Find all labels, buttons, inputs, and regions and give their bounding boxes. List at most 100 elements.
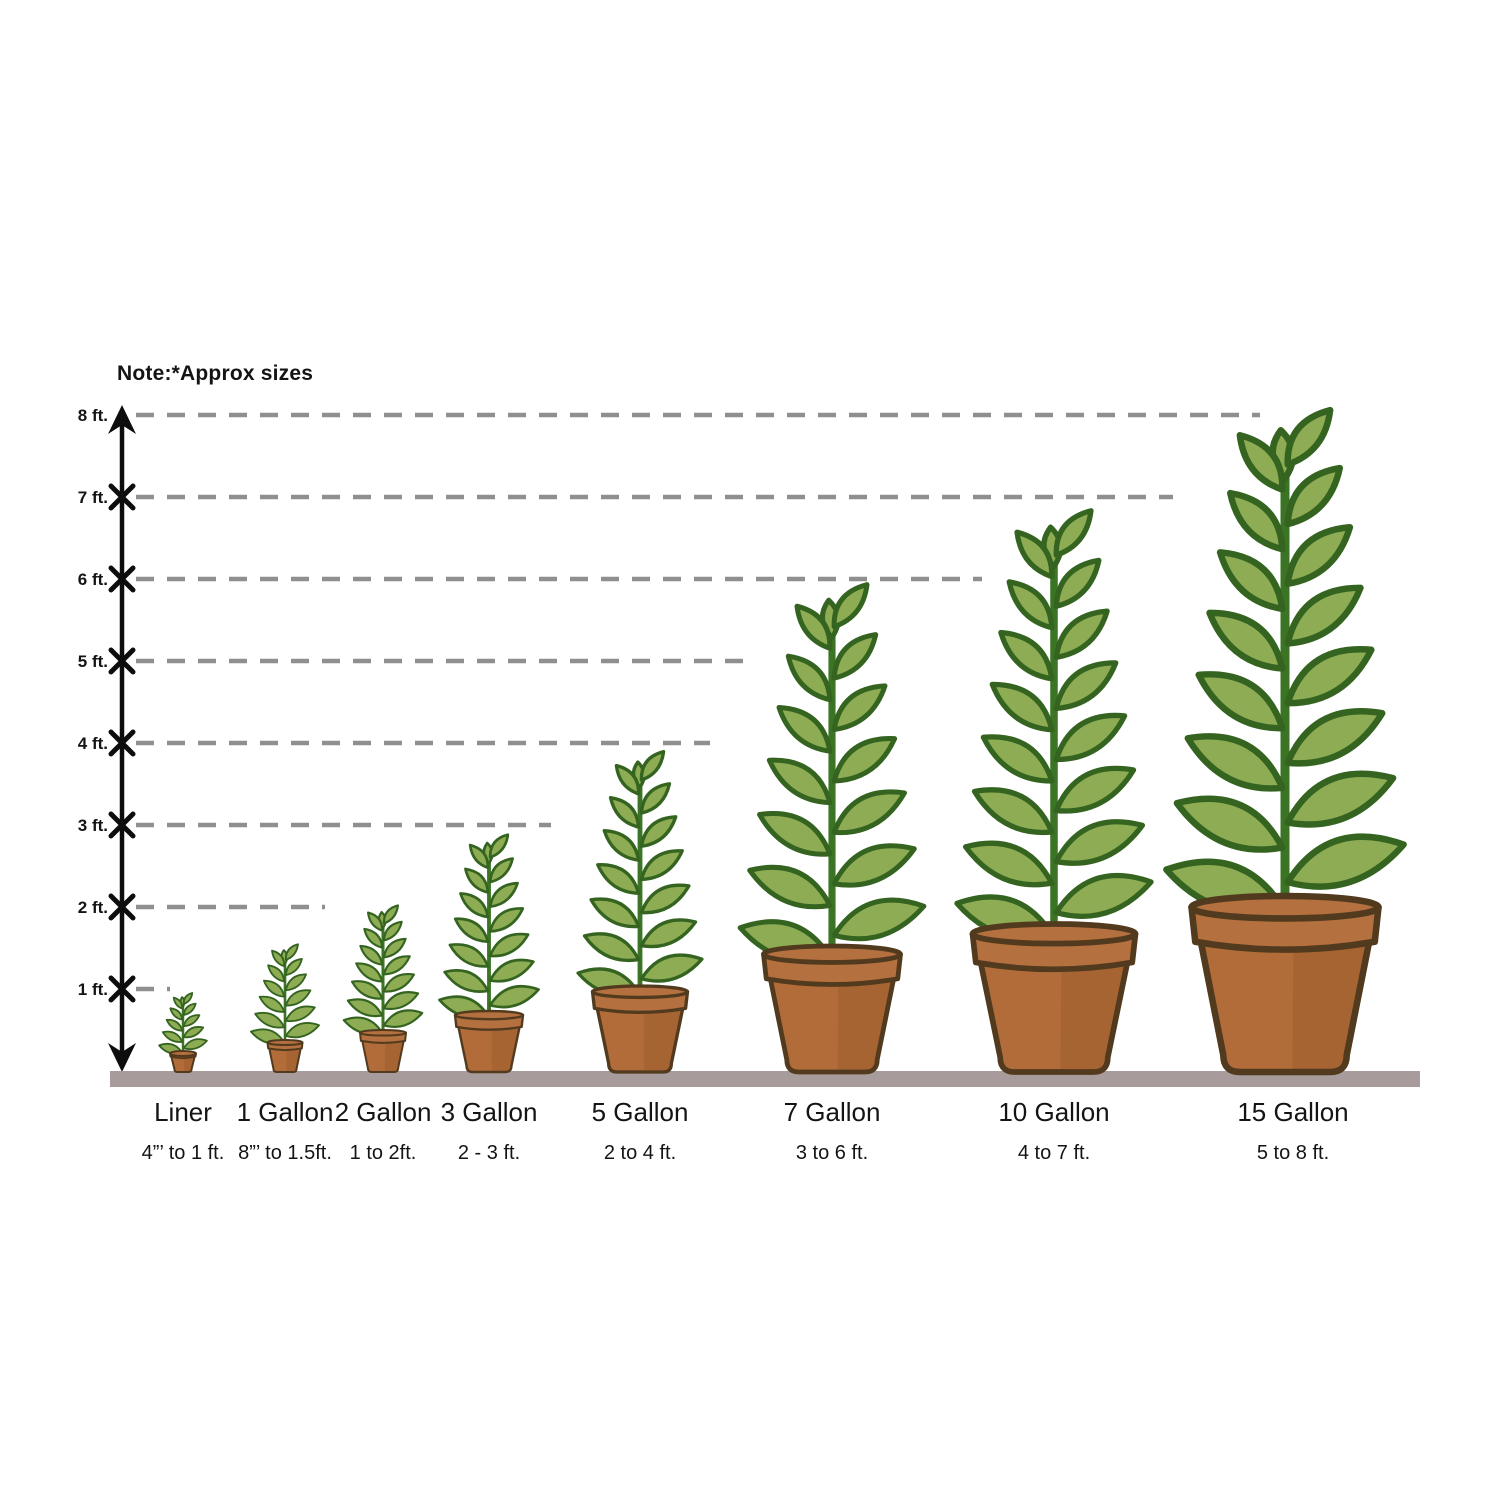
leaf-right	[182, 1026, 205, 1039]
leaf-left	[1195, 671, 1286, 732]
leaf-left	[785, 653, 833, 703]
leaf-left	[172, 996, 184, 1010]
leaf-right	[382, 973, 416, 993]
y-axis-label-6ft: 6 ft.	[78, 570, 108, 589]
size-range-label-15-gallon: 5 to 8 ft.	[1257, 1142, 1329, 1164]
category-label-15-gallon: 15 Gallon	[1237, 1097, 1348, 1127]
pot-body-outline	[361, 1039, 405, 1073]
leaf-right	[488, 857, 514, 884]
pot-body-outline	[977, 959, 1131, 1075]
leaf-right	[284, 973, 307, 992]
leaf-left	[776, 704, 833, 754]
pot-shade	[384, 1040, 404, 1072]
leaf-left	[1184, 733, 1286, 792]
pot-rim-top	[169, 1050, 197, 1057]
leaf-left	[258, 995, 286, 1013]
leaf-left	[363, 927, 384, 949]
leaf-right	[1284, 584, 1364, 647]
y-axis-label-8ft: 8 ft.	[78, 406, 108, 425]
leaf-left	[596, 863, 641, 895]
plant-2-gallon	[342, 904, 424, 1073]
pot-rim-top	[453, 1009, 525, 1021]
y-axis-label-1ft: 1 ft.	[78, 980, 108, 999]
category-label-2-gallon: 2 Gallon	[335, 1097, 432, 1127]
leaf-left	[464, 867, 490, 894]
leaf-right	[284, 989, 312, 1007]
pot-body-outline	[595, 1006, 685, 1074]
y-axis-label-7ft: 7 ft.	[78, 488, 108, 507]
leaf-right	[382, 920, 403, 942]
leaf-left	[1173, 795, 1286, 853]
leaf-right	[182, 1014, 201, 1027]
category-label-10-gallon: 10 Gallon	[998, 1097, 1109, 1127]
leaf-right	[831, 582, 870, 630]
leaf-right	[1284, 646, 1375, 707]
leaf-right	[382, 904, 400, 925]
pot-7-gallon	[761, 943, 903, 1075]
pot-5-gallon	[590, 984, 690, 1074]
leaf-right	[639, 918, 698, 949]
leaf-right	[284, 943, 299, 961]
leaf-right	[831, 897, 927, 942]
pot-body-outline	[1197, 938, 1373, 1076]
leaf-right	[1053, 765, 1137, 814]
plant-liner	[158, 992, 208, 1073]
pot-rim-top	[266, 1039, 304, 1046]
plant-1-gallon	[250, 943, 320, 1073]
leaf-right	[488, 881, 519, 909]
plant-7-gallon	[737, 582, 927, 1075]
leaf-left	[962, 840, 1055, 888]
leaf-left	[346, 998, 384, 1018]
pot-liner	[169, 1050, 197, 1073]
pot-body	[269, 1048, 301, 1072]
measuring-axis	[108, 405, 136, 1072]
leaf-left	[443, 969, 490, 993]
leaf-left	[602, 829, 641, 862]
pot-shade	[837, 978, 894, 1072]
leaf-left	[794, 603, 833, 651]
leaf-right	[488, 984, 540, 1009]
pot-rim-top	[761, 943, 903, 965]
pot-shade	[491, 1026, 520, 1072]
leaf-right	[639, 815, 678, 848]
axis-arrow-up-icon	[108, 405, 136, 434]
pot-body	[458, 1026, 520, 1072]
plant-10-gallon	[954, 508, 1154, 1075]
leaf-left	[608, 796, 641, 829]
leaf-right	[382, 991, 420, 1011]
leaf-right	[1053, 872, 1154, 919]
category-label-7-gallon: 7 Gallon	[784, 1097, 881, 1127]
leaf-left	[766, 757, 833, 806]
leaf-right	[1284, 833, 1407, 890]
axis-arrow-down-icon	[108, 1043, 136, 1072]
leaf-right	[1053, 508, 1094, 558]
leaf-right	[831, 736, 898, 784]
pot-body-outline	[457, 1025, 521, 1074]
pot-2-gallon	[359, 1029, 407, 1073]
leaf-right	[639, 782, 672, 815]
category-label-liner: Liner	[154, 1097, 212, 1127]
pot-body-outline	[268, 1047, 302, 1073]
pot-shade	[286, 1048, 301, 1072]
y-axis-label-4ft: 4 ft.	[78, 734, 108, 753]
leaf-left	[1014, 529, 1055, 580]
leaf-left	[1227, 489, 1286, 553]
plant-15-gallon	[1163, 406, 1407, 1076]
leaf-right	[488, 958, 535, 983]
size-range-label-5-gallon: 2 to 4 ft.	[604, 1142, 676, 1164]
leaf-left	[1216, 549, 1286, 613]
leaf-left	[263, 979, 286, 998]
pot-1-gallon	[266, 1039, 304, 1073]
plant-3-gallon	[438, 833, 540, 1074]
leaf-right	[182, 1002, 197, 1016]
leaf-right	[1284, 464, 1343, 528]
pot-shade	[184, 1056, 195, 1072]
pot-shade	[1292, 941, 1370, 1072]
pot-rim-top	[1188, 892, 1382, 922]
pot-body	[362, 1040, 404, 1072]
leaf-right	[1053, 712, 1128, 763]
pot-shade	[643, 1008, 683, 1072]
y-axis-label-5ft: 5 ft.	[78, 652, 108, 671]
size-range-label-2-gallon: 1 to 2ft.	[350, 1142, 417, 1164]
leaf-left	[1206, 609, 1286, 672]
